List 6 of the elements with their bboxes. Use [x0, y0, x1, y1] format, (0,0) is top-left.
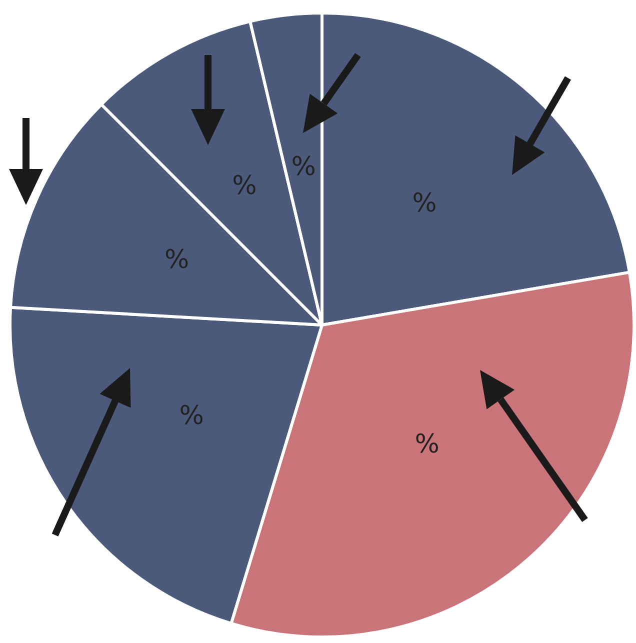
- data-label: %: [164, 245, 190, 276]
- data-label: %: [412, 188, 437, 218]
- data-label: %: [291, 152, 316, 182]
- data-label: %: [232, 171, 257, 202]
- data-label: %: [179, 401, 204, 432]
- data-label: %: [414, 429, 440, 460]
